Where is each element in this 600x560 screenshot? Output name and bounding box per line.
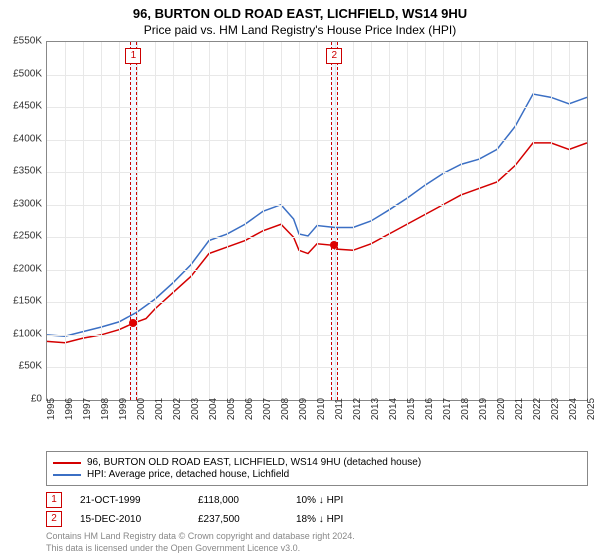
y-tick-label: £400K <box>13 133 42 144</box>
marker-dot-icon <box>129 319 137 327</box>
x-tick-label: 2007 <box>262 398 273 420</box>
event-price: £237,500 <box>198 514 278 525</box>
x-tick-label: 2002 <box>172 398 183 420</box>
down-arrow-icon: ↓ <box>319 495 324 506</box>
x-tick-label: 2025 <box>586 398 597 420</box>
x-tick-label: 2013 <box>370 398 381 420</box>
legend: 96, BURTON OLD ROAD EAST, LICHFIELD, WS1… <box>46 451 588 486</box>
y-tick-label: £0 <box>31 394 42 405</box>
x-tick-label: 2005 <box>226 398 237 420</box>
y-tick-label: £100K <box>13 328 42 339</box>
x-tick-label: 1995 <box>46 398 57 420</box>
x-tick-label: 2020 <box>496 398 507 420</box>
chart-area: 12 £0£50K£100K£150K£200K£250K£300K£350K£… <box>46 41 588 401</box>
y-tick-label: £300K <box>13 198 42 209</box>
chart-subtitle: Price paid vs. HM Land Registry's House … <box>0 21 600 41</box>
x-tick-label: 2001 <box>154 398 165 420</box>
x-tick-label: 2024 <box>568 398 579 420</box>
x-tick-label: 2008 <box>280 398 291 420</box>
marker-number-icon: 1 <box>125 48 141 64</box>
chart-container: 96, BURTON OLD ROAD EAST, LICHFIELD, WS1… <box>0 0 600 560</box>
x-tick-label: 1998 <box>100 398 111 420</box>
x-tick-label: 2010 <box>316 398 327 420</box>
x-tick-label: 2018 <box>460 398 471 420</box>
event-diff: 10% ↓ HPI <box>296 495 343 506</box>
x-tick-label: 2022 <box>532 398 543 420</box>
x-tick-label: 2017 <box>442 398 453 420</box>
legend-swatch <box>53 462 81 464</box>
chart-title: 96, BURTON OLD ROAD EAST, LICHFIELD, WS1… <box>0 0 600 21</box>
x-tick-label: 1999 <box>118 398 129 420</box>
plot-area: 12 <box>46 41 588 401</box>
legend-label: HPI: Average price, detached house, Lich… <box>87 469 289 480</box>
legend-label: 96, BURTON OLD ROAD EAST, LICHFIELD, WS1… <box>87 457 421 468</box>
y-tick-label: £200K <box>13 263 42 274</box>
event-list: 1 21-OCT-1999 £118,000 10% ↓ HPI 2 15-DE… <box>46 492 588 527</box>
legend-swatch <box>53 474 81 476</box>
x-tick-label: 2016 <box>424 398 435 420</box>
x-tick-label: 2000 <box>136 398 147 420</box>
x-tick-label: 1996 <box>64 398 75 420</box>
event-marker-icon: 1 <box>46 492 62 508</box>
event-marker-icon: 2 <box>46 511 62 527</box>
marker-dot-icon <box>330 241 338 249</box>
x-axis-labels: 1995199619971998199920002001200220032004… <box>46 403 588 443</box>
y-tick-label: £50K <box>19 361 42 372</box>
x-tick-label: 2021 <box>514 398 525 420</box>
y-tick-label: £150K <box>13 296 42 307</box>
x-tick-label: 2012 <box>352 398 363 420</box>
x-tick-label: 1997 <box>82 398 93 420</box>
x-tick-label: 2015 <box>406 398 417 420</box>
x-tick-label: 2011 <box>334 398 345 420</box>
event-row: 2 15-DEC-2010 £237,500 18% ↓ HPI <box>46 511 588 527</box>
x-tick-label: 2019 <box>478 398 489 420</box>
event-row: 1 21-OCT-1999 £118,000 10% ↓ HPI <box>46 492 588 508</box>
y-tick-label: £500K <box>13 68 42 79</box>
legend-item: 96, BURTON OLD ROAD EAST, LICHFIELD, WS1… <box>53 457 581 468</box>
x-tick-label: 2009 <box>298 398 309 420</box>
footer-text: Contains HM Land Registry data © Crown c… <box>46 531 588 554</box>
x-tick-label: 2004 <box>208 398 219 420</box>
x-tick-label: 2003 <box>190 398 201 420</box>
down-arrow-icon: ↓ <box>319 514 324 525</box>
event-diff: 18% ↓ HPI <box>296 514 343 525</box>
event-date: 15-DEC-2010 <box>80 514 180 525</box>
x-tick-label: 2023 <box>550 398 561 420</box>
y-tick-label: £350K <box>13 166 42 177</box>
event-price: £118,000 <box>198 495 278 506</box>
x-tick-label: 2006 <box>244 398 255 420</box>
marker-number-icon: 2 <box>326 48 342 64</box>
x-tick-label: 2014 <box>388 398 399 420</box>
event-date: 21-OCT-1999 <box>80 495 180 506</box>
y-axis-labels: £0£50K£100K£150K£200K£250K£300K£350K£400… <box>2 41 42 401</box>
y-tick-label: £450K <box>13 101 42 112</box>
y-tick-label: £250K <box>13 231 42 242</box>
y-tick-label: £550K <box>13 36 42 47</box>
legend-item: HPI: Average price, detached house, Lich… <box>53 469 581 480</box>
